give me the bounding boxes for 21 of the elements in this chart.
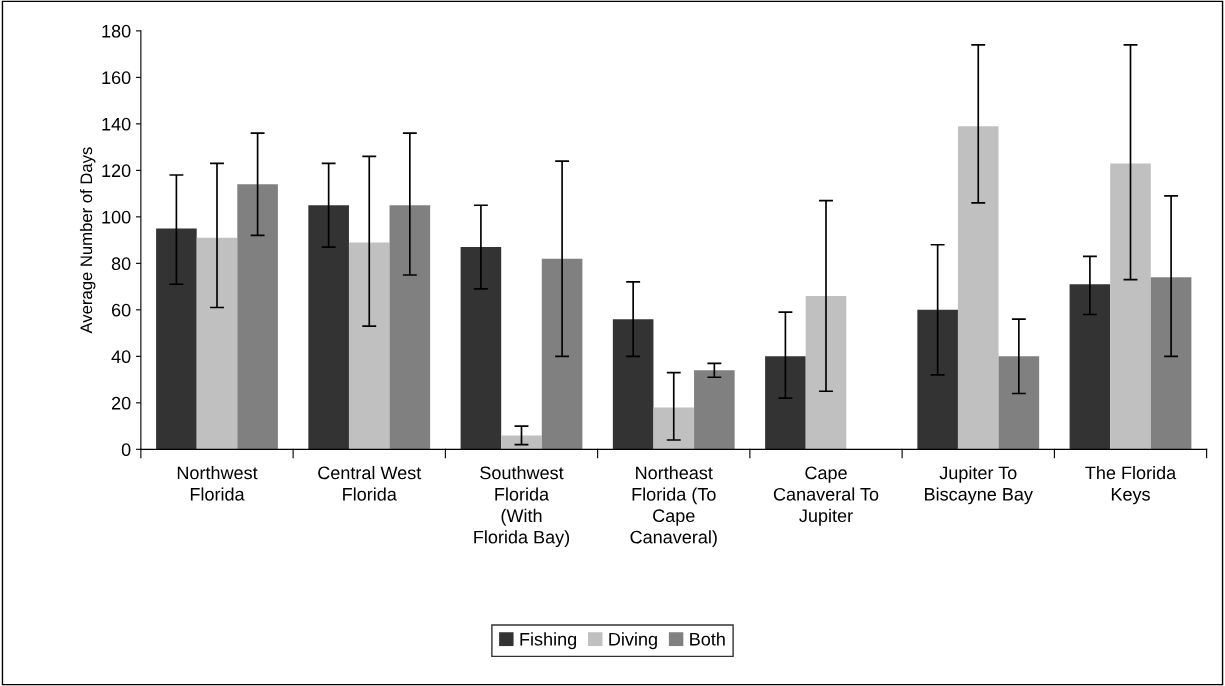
legend-label: Both [690, 632, 725, 646]
y-tick-label: 120 [102, 164, 131, 178]
y-tick-label: 140 [102, 117, 131, 131]
y-tick-label: 60 [111, 303, 131, 317]
y-axis-title: Average Number of Days [79, 147, 96, 334]
x-tick-label: Southwest Florida (With Florida Bay) [474, 466, 570, 548]
x-tick-label: Jupiter To Biscayne Bay [925, 466, 1033, 505]
legend-label: Diving [609, 632, 657, 650]
x-tick-label: Cape Canaveral To Jupiter [773, 466, 879, 526]
y-tick-label: 160 [102, 71, 131, 85]
y-tick-label: 0 [121, 443, 131, 457]
legend-label: Fishing [520, 632, 577, 650]
y-tick-label: 20 [111, 396, 131, 410]
x-tick-label: Northwest Florida [177, 466, 258, 501]
y-tick-label: 100 [102, 210, 131, 224]
x-tick-label: Northeast Florida (To Cape Canaveral) [630, 466, 717, 548]
x-tick-label: The Florida Keys [1085, 466, 1177, 505]
y-tick-label: 180 [102, 24, 131, 38]
y-tick-label: 80 [111, 257, 131, 271]
x-tick-label: Central West Florida [318, 466, 422, 501]
y-tick-label: 40 [111, 350, 131, 364]
